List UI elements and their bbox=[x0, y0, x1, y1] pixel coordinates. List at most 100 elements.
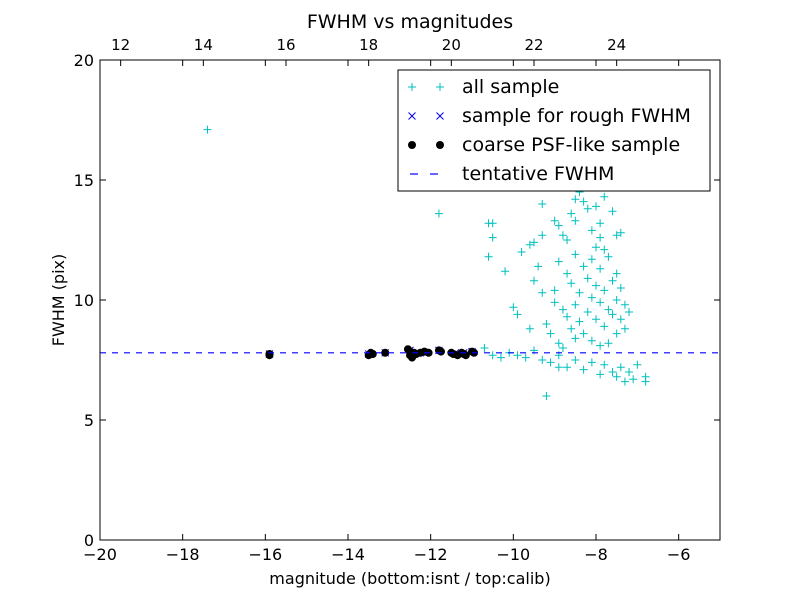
data-point bbox=[554, 363, 563, 372]
data-point bbox=[484, 252, 493, 261]
top-x-tick-label: 14 bbox=[194, 36, 213, 54]
x-tick-label: −10 bbox=[496, 545, 530, 564]
top-x-tick-label: 22 bbox=[524, 36, 543, 54]
data-point bbox=[620, 300, 629, 309]
data-point bbox=[488, 219, 497, 228]
data-point bbox=[596, 264, 605, 273]
data-point bbox=[550, 286, 559, 295]
x-tick-label: −18 bbox=[166, 545, 200, 564]
data-point bbox=[596, 233, 605, 242]
y-tick-label: 20 bbox=[74, 51, 94, 70]
series-all-sample bbox=[203, 125, 650, 400]
data-point bbox=[550, 216, 559, 225]
data-point bbox=[575, 317, 584, 326]
data-point bbox=[488, 351, 497, 360]
data-point bbox=[583, 308, 592, 316]
data-point bbox=[579, 365, 588, 374]
legend-label: coarse PSF-like sample bbox=[462, 134, 680, 156]
data-point bbox=[558, 344, 567, 352]
data-point bbox=[592, 243, 600, 252]
data-point bbox=[604, 305, 613, 314]
data-point bbox=[604, 339, 613, 348]
data-point bbox=[600, 360, 609, 369]
data-point bbox=[558, 305, 567, 314]
data-point bbox=[629, 375, 638, 384]
data-point bbox=[608, 207, 617, 216]
legend-marker bbox=[408, 83, 416, 91]
data-point bbox=[587, 226, 596, 235]
data-point bbox=[558, 231, 567, 240]
data-point bbox=[625, 368, 634, 376]
data-point bbox=[596, 370, 605, 379]
x-tick-label: −8 bbox=[584, 545, 608, 564]
data-point bbox=[501, 267, 510, 276]
data-point bbox=[579, 262, 588, 271]
data-point bbox=[563, 312, 572, 321]
data-point bbox=[571, 300, 580, 309]
data-point bbox=[612, 231, 621, 240]
data-point bbox=[203, 125, 212, 134]
y-tick-label: 15 bbox=[74, 171, 94, 190]
data-point bbox=[600, 322, 609, 331]
data-point bbox=[608, 276, 617, 285]
legend-label: all sample bbox=[462, 76, 559, 98]
data-point bbox=[587, 293, 596, 302]
data-point bbox=[381, 348, 390, 357]
legend-label: tentative FWHM bbox=[462, 163, 614, 185]
data-point bbox=[641, 372, 650, 381]
y-tick-label: 10 bbox=[74, 291, 94, 310]
legend-entry: all sample bbox=[408, 76, 559, 98]
data-point bbox=[571, 250, 580, 259]
data-point bbox=[530, 238, 538, 247]
data-point bbox=[612, 329, 621, 338]
data-point bbox=[542, 392, 551, 400]
y-tick-label: 5 bbox=[84, 411, 94, 430]
y-tick-label: 0 bbox=[84, 531, 94, 550]
data-point bbox=[513, 310, 522, 319]
data-point bbox=[550, 298, 559, 307]
data-point bbox=[579, 329, 588, 338]
series-coarse-psf-like-sample bbox=[265, 345, 479, 362]
top-x-tick-label: 16 bbox=[276, 36, 295, 54]
x-tick-label: −12 bbox=[414, 545, 448, 564]
x-tick-label: −14 bbox=[331, 545, 365, 564]
x-axis-label: magnitude (bottom:isnt / top:calib) bbox=[269, 569, 550, 588]
data-point bbox=[538, 231, 547, 240]
data-point bbox=[600, 245, 609, 254]
x-tick-label: −20 bbox=[83, 545, 117, 564]
data-point bbox=[633, 360, 642, 369]
data-point bbox=[517, 248, 526, 256]
top-x-tick-label: 12 bbox=[111, 36, 130, 54]
legend-marker bbox=[436, 83, 444, 91]
data-point bbox=[604, 252, 613, 261]
data-point bbox=[620, 377, 629, 386]
data-point bbox=[563, 269, 572, 278]
data-point bbox=[608, 368, 617, 376]
legend-entry: coarse PSF-like sample bbox=[408, 134, 680, 156]
top-x-tick-label: 18 bbox=[359, 36, 378, 54]
data-point bbox=[612, 269, 621, 278]
x-tick-label: −16 bbox=[248, 545, 282, 564]
data-point bbox=[368, 350, 377, 358]
plot-area: −20 −18 −16 −14 −12 −10 −8 −6 0 5 10 15 20 12 14 16 18 20… bbox=[74, 36, 721, 564]
data-point bbox=[587, 336, 596, 345]
data-point bbox=[534, 262, 543, 271]
data-point bbox=[521, 353, 530, 362]
data-point bbox=[496, 353, 505, 362]
data-point bbox=[596, 341, 605, 350]
y-axis-label: FWHM (pix) bbox=[49, 254, 68, 347]
legend: all sample sample for rough FWHM coarse PS… bbox=[397, 69, 711, 192]
data-point bbox=[530, 276, 538, 285]
data-point bbox=[575, 288, 584, 297]
data-point bbox=[525, 240, 534, 249]
data-point bbox=[592, 202, 600, 211]
data-point bbox=[600, 192, 609, 201]
data-point bbox=[434, 209, 443, 218]
data-marks bbox=[203, 125, 650, 400]
data-point bbox=[587, 255, 596, 264]
data-point bbox=[596, 298, 605, 307]
data-point bbox=[592, 281, 600, 290]
data-point bbox=[583, 204, 592, 213]
data-point bbox=[571, 356, 580, 364]
